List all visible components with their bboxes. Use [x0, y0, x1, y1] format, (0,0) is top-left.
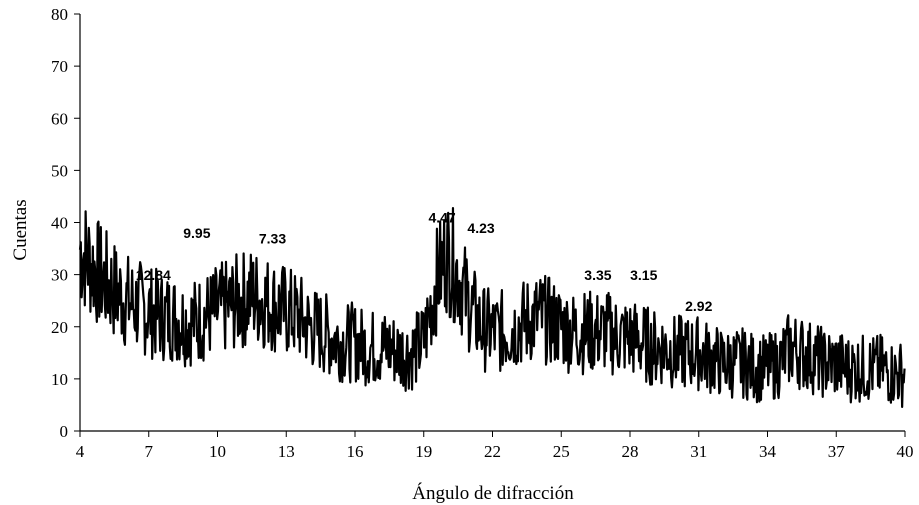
peak-label: 3.15: [630, 267, 657, 283]
x-tick-label: 13: [278, 442, 295, 461]
x-tick-label: 10: [209, 442, 226, 461]
y-tick-label: 30: [51, 266, 68, 285]
peak-label: 9.95: [183, 225, 210, 241]
y-tick-label: 60: [51, 109, 68, 128]
x-tick-label: 4: [76, 442, 85, 461]
peak-label: 4.23: [467, 220, 494, 236]
y-ticks: 0 10 20 30 40 50 60 70 80: [51, 5, 80, 441]
peak-label: 7.33: [259, 230, 286, 246]
x-tick-label: 31: [690, 442, 707, 461]
x-tick-label: 40: [897, 442, 914, 461]
series-group: [78, 206, 906, 409]
y-axis-title: Cuentas: [10, 199, 31, 260]
x-tick-label: 16: [347, 442, 364, 461]
x-tick-label: 22: [484, 442, 501, 461]
y-tick-label: 70: [51, 57, 68, 76]
peak-label: 2.92: [685, 298, 712, 314]
peak-label: 3.35: [584, 267, 611, 283]
y-tick-label: 50: [51, 161, 68, 180]
x-ticks: 4 7 10 13 16 19 22 25 28 31 34 37 40: [76, 431, 914, 461]
x-tick-label: 34: [759, 442, 777, 461]
y-tick-label: 0: [60, 422, 69, 441]
y-tick-label: 20: [51, 318, 68, 337]
x-tick-label: 28: [622, 442, 639, 461]
y-tick-label: 40: [51, 214, 68, 233]
y-axis: 0 10 20 30 40 50 60 70 80: [51, 5, 81, 441]
x-tick-label: 25: [553, 442, 570, 461]
diffraction-trace: [78, 206, 906, 409]
y-tick-label: 80: [51, 5, 68, 24]
peak-label: 12.84: [136, 267, 171, 283]
x-tick-label: 37: [828, 442, 846, 461]
y-tick-label: 10: [51, 370, 68, 389]
x-axis-title: Ángulo de difracción: [412, 482, 574, 504]
x-tick-label: 19: [415, 442, 432, 461]
peak-label: 4.47: [428, 210, 455, 226]
x-tick-label: 7: [145, 442, 154, 461]
x-axis: 4 7 10 13 16 19 22 25 28 31 34 37 40: [76, 430, 914, 461]
annotation-group: 12.84 9.95 7.33 4.47 4.23 3.35 3.15 2.92: [136, 210, 713, 315]
